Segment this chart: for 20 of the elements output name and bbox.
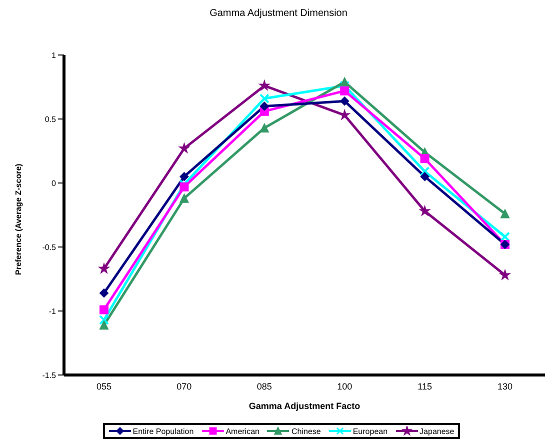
legend-label: European: [352, 426, 388, 436]
y-tick-label: 0.5: [44, 114, 57, 124]
y-tick-label: 0: [52, 178, 57, 188]
legend-label: American: [224, 426, 260, 436]
x-axis-title: Gamma Adjustment Facto: [248, 401, 361, 411]
chart-title: Gamma Adjustment Dimension: [208, 8, 348, 19]
x-tick-label: 055: [96, 381, 112, 392]
x-tick-label: 130: [497, 381, 513, 392]
y-tick-label: 1: [52, 50, 57, 60]
x-tick-label: 070: [176, 381, 192, 392]
x-tick-label: 085: [256, 381, 272, 392]
y-tick-label: -1: [48, 306, 57, 316]
legend-label: Chinese: [290, 426, 321, 436]
legend-label: Japanese: [418, 426, 454, 436]
y-axis-title: Preference (Average Z-score): [14, 163, 23, 275]
x-tick-label: 115: [418, 381, 432, 392]
y-tick-label: -1.5: [42, 370, 57, 380]
x-tick-label: 100: [337, 381, 352, 392]
y-tick-label: -0.5: [42, 242, 57, 252]
legend-label: Entire Population: [132, 426, 194, 436]
